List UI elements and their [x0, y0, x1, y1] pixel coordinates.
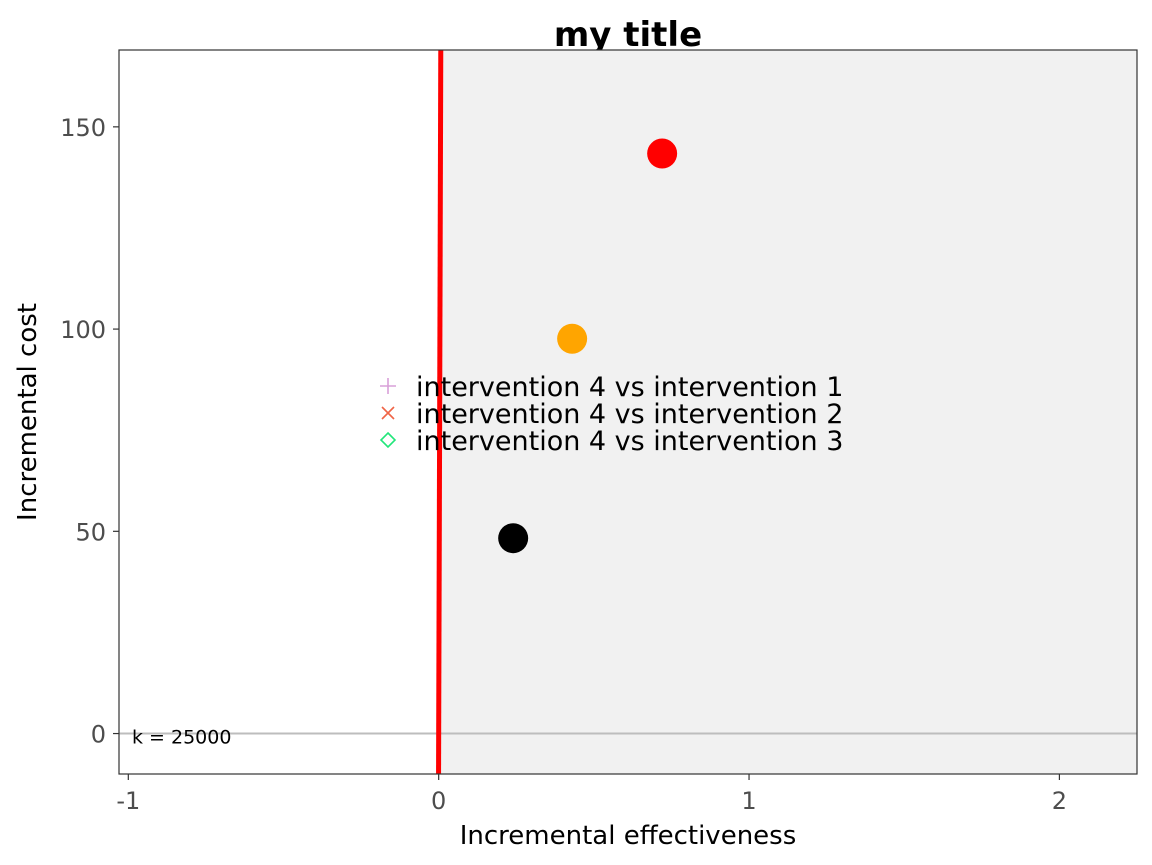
legend-symbol-2	[381, 406, 395, 420]
legend-symbol-3	[379, 431, 397, 449]
chart-title: my title	[554, 15, 702, 55]
x-axis-title: Incremental effectiveness	[460, 821, 797, 851]
x-tick-label-2: 0	[431, 787, 446, 815]
legend-item-1: intervention 4 vs intervention 1	[380, 372, 843, 403]
data-point-series-1-1	[498, 523, 529, 554]
legend-label-1: intervention 4 vs intervention 1	[416, 372, 843, 403]
y-tick-label-4: 150	[60, 114, 106, 142]
y-axis-title: Incremental cost	[13, 303, 43, 521]
y-axis: 0 50 100 150	[60, 114, 119, 749]
plot-area: k = 25000	[118, 49, 1138, 775]
legend-item-2: intervention 4 vs intervention 2	[381, 399, 843, 430]
legend-label-3: intervention 4 vs intervention 3	[416, 426, 843, 457]
legend-symbol-1	[380, 378, 396, 394]
plot-panel-border	[118, 49, 1138, 775]
legend: intervention 4 vs intervention 1interven…	[379, 372, 843, 457]
x-axis: -1 0 1 2	[116, 774, 1067, 815]
legend-item-3: intervention 4 vs intervention 3	[379, 426, 843, 457]
y-tick-label-3: 100	[60, 316, 106, 344]
x-tick-label-4: 2	[1052, 787, 1067, 815]
wtp-label: k = 25000	[132, 727, 231, 749]
legend-label-2: intervention 4 vs intervention 2	[416, 399, 843, 430]
willingness-to-pay-line	[436, 49, 444, 775]
y-tick-label-2: 50	[75, 518, 106, 546]
data-points	[498, 138, 678, 554]
x-tick-label-1: -1	[116, 787, 140, 815]
y-tick-label-1: 0	[91, 721, 106, 749]
data-point-series-2-1	[647, 138, 678, 169]
x-tick-label-3: 1	[741, 787, 756, 815]
data-point-series-3-1	[557, 323, 588, 354]
cost-effective-region	[438, 50, 1137, 774]
